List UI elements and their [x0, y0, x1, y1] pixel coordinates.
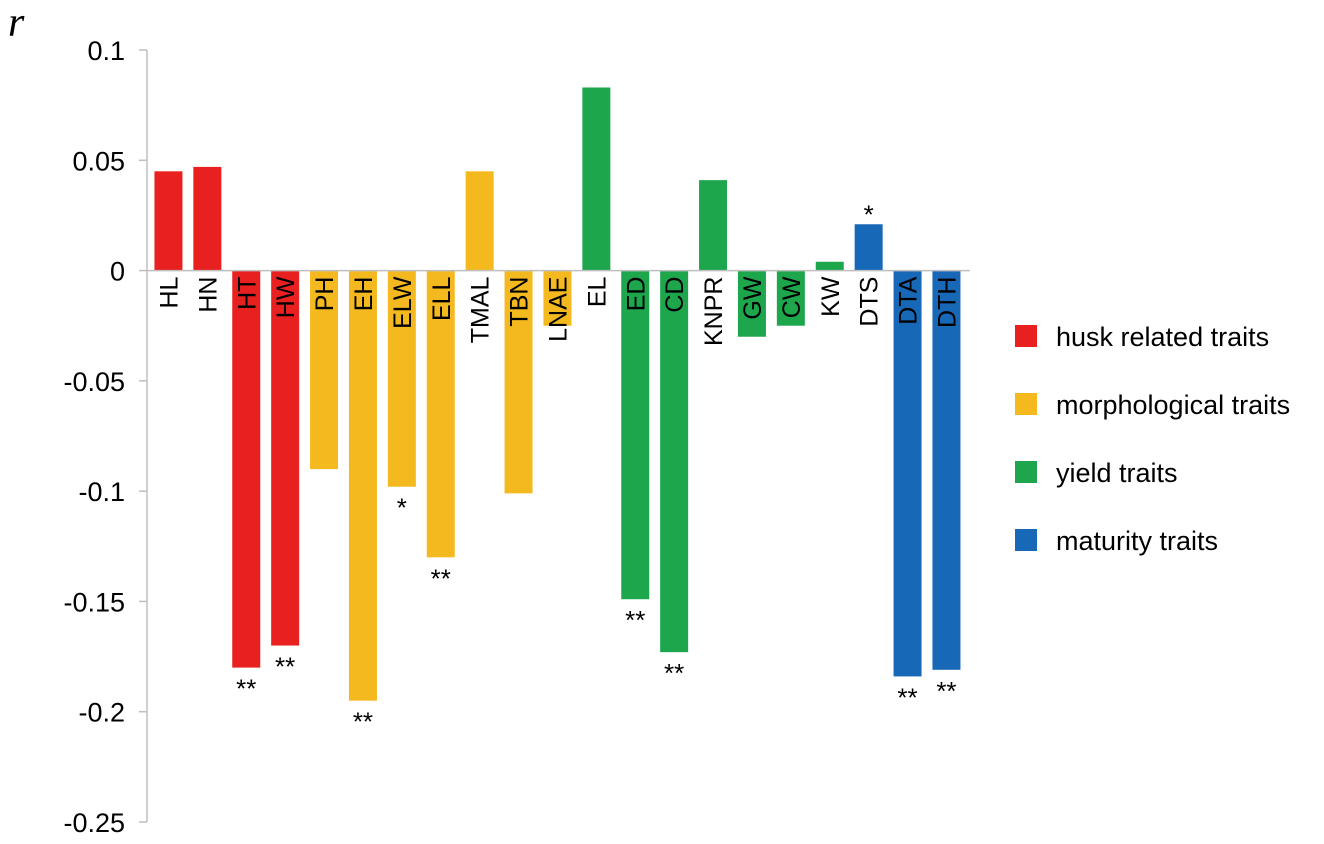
bar-cw — [776, 270, 805, 326]
bar-tbn — [504, 270, 533, 494]
significance-label: ** — [664, 658, 684, 688]
category-label: CD — [661, 277, 689, 313]
significance-label: * — [397, 493, 407, 523]
bar-dts — [854, 224, 883, 271]
legend-swatch-maturity — [1015, 529, 1037, 551]
category-label: ELL — [428, 276, 456, 321]
bar-cd — [660, 270, 689, 653]
significance-label: ** — [275, 652, 295, 682]
bar-el — [582, 87, 611, 271]
bar-hn — [193, 166, 222, 271]
legend-label-husk: husk related traits — [1056, 322, 1269, 352]
legend-swatch-husk — [1015, 325, 1037, 347]
bar-elw — [387, 270, 416, 487]
significance-label: ** — [936, 676, 956, 706]
bar-eh — [348, 270, 377, 701]
bar-knpr — [699, 180, 728, 271]
category-label: LNAE — [544, 277, 572, 342]
y-axis: 0.1 0.05 0 -0.05 -0.1 -0.15 -0.2 -0.25 — [63, 36, 148, 838]
bar-gw — [737, 270, 766, 337]
category-label: TBN — [506, 277, 534, 327]
y-tick-label: -0.2 — [78, 698, 125, 728]
bars — [154, 87, 961, 701]
significance-label: ** — [897, 682, 917, 712]
legend-label-maturity: maturity traits — [1056, 526, 1218, 556]
category-label: GW — [739, 276, 767, 319]
category-labels: HL HN HT HW PH EH ELW ELL TMAL TBN LNAE EL ED CD KNPR G… — [155, 276, 961, 346]
y-tick-label: -0.1 — [78, 477, 125, 507]
category-label: ED — [622, 277, 650, 312]
category-label: HT — [233, 277, 261, 310]
legend-swatch-yield — [1015, 461, 1037, 483]
bar-ed — [621, 270, 650, 600]
y-tick-label: -0.05 — [63, 367, 125, 397]
category-label: EL — [583, 276, 611, 307]
category-label: PH — [311, 277, 339, 312]
bar-kw — [815, 261, 844, 271]
y-tick-label: 0.1 — [87, 36, 125, 66]
category-label: HW — [272, 276, 300, 318]
category-label: TMAL — [467, 276, 495, 343]
bar-dta — [893, 270, 922, 677]
legend-label-morph: morphological traits — [1056, 390, 1290, 420]
category-label: KW — [817, 276, 845, 317]
significance-label: ** — [236, 674, 256, 704]
y-axis-label: r — [8, 0, 25, 46]
category-label: HN — [194, 277, 222, 313]
category-label: CW — [778, 276, 806, 318]
legend: husk related traits morphological traits y… — [1015, 322, 1290, 556]
category-label: EH — [350, 277, 378, 312]
bar-dth — [932, 270, 961, 670]
bar-hw — [271, 270, 300, 646]
y-tick-label: 0 — [110, 257, 125, 287]
bar-ht — [232, 270, 261, 668]
category-label: HL — [155, 276, 183, 308]
significance-label: ** — [431, 563, 451, 593]
significance-label: ** — [353, 707, 373, 737]
bar-tmal — [465, 171, 494, 271]
legend-label-yield: yield traits — [1056, 458, 1178, 488]
category-label: ELW — [389, 276, 417, 329]
significance-label: * — [864, 199, 874, 229]
bar-lnae — [543, 270, 572, 326]
y-tick-label: -0.15 — [63, 587, 125, 617]
legend-swatch-morph — [1015, 393, 1037, 415]
y-tick-label: -0.25 — [63, 808, 125, 838]
bar-hl — [154, 171, 183, 271]
bar-ell — [426, 270, 455, 558]
significance-label: ** — [625, 605, 645, 635]
y-tick-label: 0.05 — [72, 146, 125, 176]
significance-labels: **************** ** — [236, 199, 956, 736]
category-label: DTA — [895, 276, 923, 324]
category-label: KNPR — [700, 277, 728, 346]
category-label: DTS — [856, 277, 884, 327]
bar-ph — [310, 270, 339, 470]
category-label: DTH — [933, 277, 961, 328]
